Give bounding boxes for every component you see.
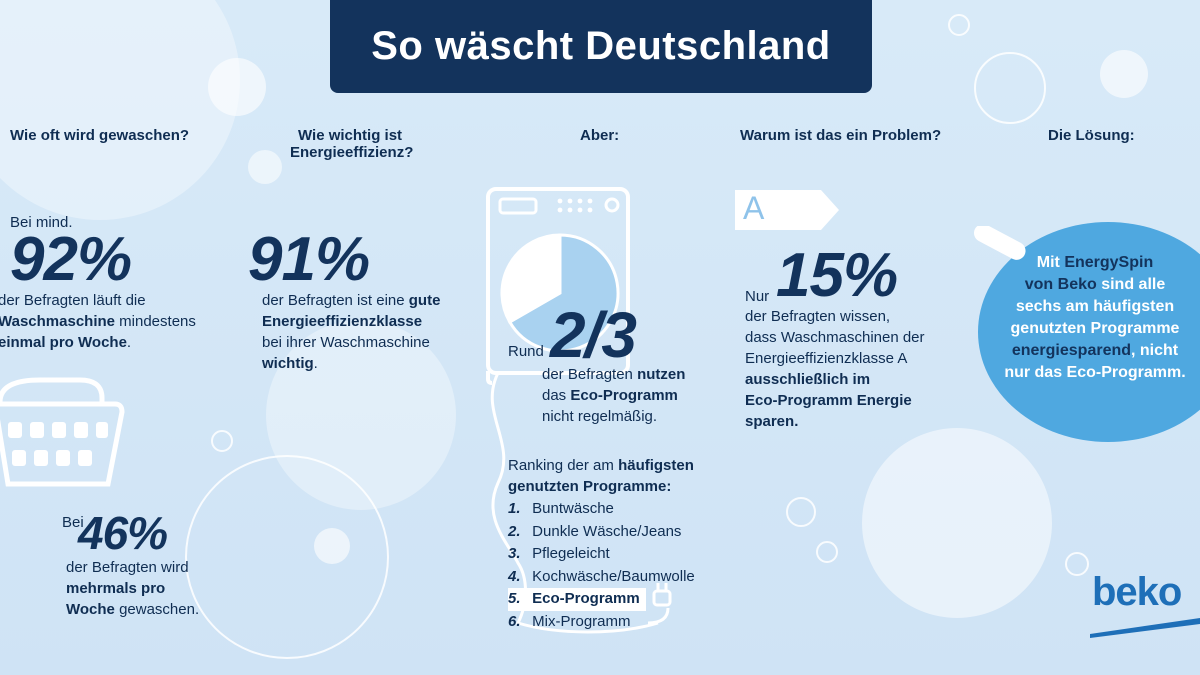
sol-t2: sind alle (1096, 276, 1166, 293)
stat-15: 15% (776, 241, 898, 310)
bubble-decor (0, 0, 240, 220)
col1-text: der Befragten läuft die Waschmaschine mi… (0, 290, 218, 353)
col4-line5: Eco-Programm Energie (745, 392, 912, 409)
col3-line1-bold: nutzen (637, 366, 686, 383)
stat-46: 46% (78, 507, 168, 559)
col2-line2: Energieeffizienzklasse (262, 313, 423, 330)
sol-t1-hl: EnergySpin (1064, 254, 1154, 271)
col1-line2-rest: mindestens (115, 313, 196, 330)
bubble-decor (862, 428, 1052, 618)
ranking-line1-bold: häufigsten (618, 457, 694, 474)
col4-heading: Warum ist das ein Problem? (740, 127, 942, 144)
pie-slice-unused (500, 233, 562, 324)
col4-line1: der Befragten wissen, (745, 308, 891, 325)
sol-t4: genutzten Programme (1010, 320, 1180, 337)
bubble-decor (185, 455, 389, 659)
col4-line2: dass Waschmaschinen der (745, 329, 925, 346)
list-item: 4. Kochwäsche/Baumwolle (508, 567, 695, 585)
ranking-line2: genutzten Programme: (508, 478, 672, 495)
col5-heading: Die Lösung: (1048, 127, 1135, 144)
bubble-decor (1100, 50, 1148, 98)
col2-heading-line1: Wie wichtig ist (298, 127, 403, 144)
bubble-decor (974, 52, 1046, 124)
ranking-heading: Ranking der am häufigsten genutzten Prog… (508, 455, 728, 497)
col2-line3: bei ihrer Waschmaschine (262, 334, 430, 351)
col3-prefix: Rund (508, 343, 544, 360)
solution-text: Mit EnergySpin von Beko sind alle sechs … (990, 252, 1200, 384)
col2-line4-bold: wichtig (262, 355, 314, 372)
col2-text: der Befragten ist eine gute Energieeffiz… (262, 290, 492, 374)
stat-91: 91% (248, 225, 370, 294)
col1-prefix: Bei mind. (10, 214, 73, 231)
bubble-decor (248, 150, 282, 184)
sol-t2-hl: von Beko (1024, 276, 1097, 293)
col2-heading: Wie wichtig ist Energieeffizienz? (290, 127, 413, 161)
pie-slice-used (507, 233, 620, 353)
page-title: So wäscht Deutschland (371, 24, 831, 68)
energy-label-icon (735, 190, 839, 230)
col1-line1: der Befragten läuft die (0, 292, 146, 309)
ranking-line1: Ranking der am (508, 457, 619, 474)
col1-line5: mehrmals pro (66, 580, 166, 597)
bubble-decor (948, 14, 970, 36)
sol-t1: Mit (1036, 254, 1065, 271)
sol-t6: nur das Eco-Programm. (1004, 364, 1186, 381)
col2-heading-line2: Energieeffizienz? (290, 144, 414, 161)
col1-line6-rest: gewaschen. (114, 601, 200, 618)
col4-text: der Befragten wissen, dass Waschmaschine… (745, 306, 965, 432)
beko-logo-swoosh (1090, 618, 1200, 638)
col2-line4-rest: . (313, 355, 318, 372)
list-item: 2. Dunkle Wäsche/Jeans (508, 522, 682, 540)
laundry-basket-icon (0, 377, 125, 487)
beko-logo: beko (1092, 570, 1182, 614)
col1-line3-rest: . (126, 334, 132, 351)
col4-prefix: Nur (745, 288, 770, 305)
col3-line2-bold: Eco-Programm (570, 387, 678, 404)
col1-line3-bold: einmal pro Woche (0, 334, 127, 351)
sol-t5: , nicht (1131, 342, 1179, 359)
col1-line4: der Befragten wird (66, 559, 189, 576)
col1-text2: der Befragten wird mehrmals pro Woche ge… (66, 557, 246, 620)
col1-line2-bold: Waschmaschine (0, 313, 115, 330)
sol-t5-hl: energiesparend (1011, 342, 1132, 359)
sol-t3: sechs am häufigsten (1015, 298, 1175, 315)
col3-line2: das (542, 387, 571, 404)
bubble-decor (208, 58, 266, 116)
list-item: 1. Buntwäsche (508, 500, 614, 517)
col1-prefix2: Bei (62, 514, 84, 531)
col2-line1: der Befragten ist eine (262, 292, 409, 309)
stat-92: 92% (10, 225, 132, 294)
washing-machine-icon (486, 187, 672, 634)
col1-heading: Wie oft wird gewaschen? (10, 127, 190, 144)
energy-label-letter: A (743, 190, 765, 226)
bubble-decor (786, 497, 816, 527)
col3-line1: der Befragten (542, 366, 638, 383)
col4-line3: Energieeffizienzklasse A (745, 350, 908, 367)
bubble-decor (314, 528, 350, 564)
list-item-highlight: 5. Eco-Programm (508, 588, 695, 611)
stat-2-3: 2/3 (550, 299, 637, 371)
bubble-decor (816, 541, 838, 563)
col3-text: der Befragten nutzen das Eco-Programm ni… (542, 364, 722, 427)
sparkle-shape (973, 226, 1026, 260)
col4-line6: sparen. (745, 413, 799, 430)
col4-line4: ausschließlich im (745, 371, 871, 388)
title-banner: So wäscht Deutschland (330, 0, 872, 93)
pie-chart (500, 233, 620, 353)
col3-line3: nicht regelmäßig. (542, 408, 658, 425)
bubble-decor (1065, 552, 1089, 576)
list-item: 3. Pflegeleicht (508, 545, 610, 563)
col2-line1-bold: gute (408, 292, 441, 309)
col1-line6-bold: Woche (66, 601, 115, 618)
ranking-list: 1. Buntwäsche 2. Dunkle Wäsche/Jeans 3. … (508, 498, 695, 634)
col3-heading: Aber: (580, 127, 620, 144)
list-item: 6. Mix-Programm (508, 612, 631, 630)
bubble-decor (211, 430, 233, 452)
